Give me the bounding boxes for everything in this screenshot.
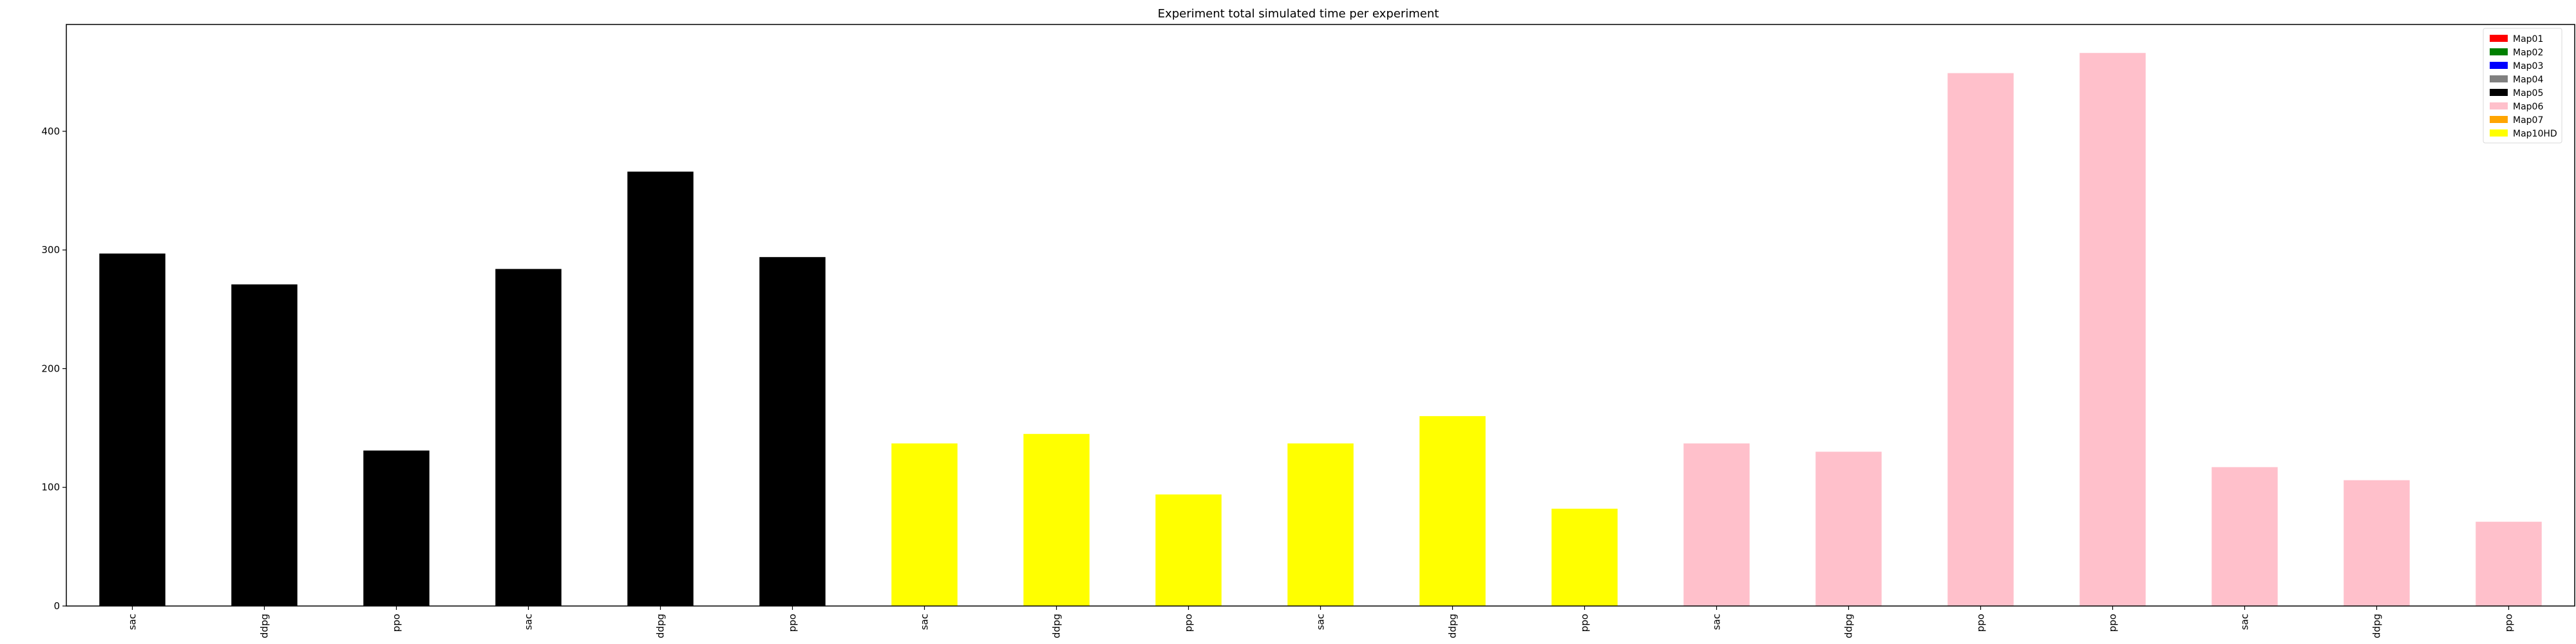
bar	[99, 253, 166, 607]
bar	[2079, 53, 2146, 606]
x-axis: sac ddpg ppo sac ddpg ppo sac ddpg ppo sac ddpg ppo…	[127, 606, 2515, 638]
x-tick-label: ddpg	[1843, 614, 1855, 638]
legend-swatch	[2490, 75, 2508, 82]
legend-swatch	[2490, 129, 2508, 137]
bar	[1683, 443, 1750, 606]
x-tick-label: sac	[1315, 614, 1327, 630]
legend-label: Map03	[2513, 61, 2543, 71]
chart-title: Experiment total simulated time per expe…	[1158, 7, 1439, 21]
legend-label: Map06	[2513, 102, 2543, 112]
bar	[627, 171, 694, 606]
x-tick-label: ppo	[1975, 614, 1987, 632]
bar	[1023, 433, 1090, 606]
x-tick-label: ppo	[391, 614, 402, 632]
x-tick-label: ppo	[787, 614, 799, 632]
bar	[495, 269, 562, 607]
bar	[2211, 467, 2278, 606]
legend: Map01 Map02 Map03 Map04 Map05 Map06 Map07 Map10…	[2483, 28, 2562, 144]
legend-swatch	[2490, 89, 2508, 96]
x-tick-label: ppo	[2503, 614, 2515, 632]
bar	[1947, 73, 2014, 607]
x-tick-label: sac	[1711, 614, 1723, 630]
bar	[1155, 494, 1222, 606]
x-tick-label: ddpg	[1051, 614, 1063, 638]
bar	[1551, 508, 1618, 606]
legend-swatch	[2490, 116, 2508, 123]
bar	[1287, 443, 1354, 606]
y-axis: 0 100 200 300 400	[41, 126, 66, 612]
legend-label: Map01	[2513, 34, 2543, 44]
bar	[363, 450, 430, 606]
legend-swatch	[2490, 62, 2508, 69]
x-tick-label: ddpg	[2371, 614, 2383, 638]
legend-label: Map04	[2513, 75, 2543, 85]
x-tick-label: sac	[127, 614, 138, 630]
legend-swatch	[2490, 48, 2508, 55]
legend-swatch	[2490, 35, 2508, 42]
x-tick-label: ppo	[2107, 614, 2119, 632]
x-tick-label: ddpg	[259, 614, 270, 638]
y-tick-label: 200	[41, 363, 60, 374]
y-tick-label: 300	[41, 244, 60, 256]
legend-box	[2483, 28, 2562, 144]
x-tick-label: ppo	[1183, 614, 1195, 632]
bar	[2476, 522, 2542, 606]
bar	[1419, 416, 1486, 606]
bar	[1815, 451, 1882, 606]
plot-frame	[66, 24, 2575, 607]
legend-label: Map02	[2513, 48, 2543, 58]
bar	[231, 284, 298, 606]
x-tick-label: ddpg	[655, 614, 667, 638]
legend-swatch	[2490, 102, 2508, 109]
y-tick-label: 0	[53, 600, 60, 612]
y-tick-label: 100	[41, 482, 60, 493]
x-tick-label: ddpg	[1447, 614, 1459, 638]
legend-label: Map05	[2513, 88, 2543, 99]
x-tick-label: sac	[919, 614, 931, 630]
bar	[2344, 480, 2410, 606]
legend-label: Map07	[2513, 115, 2543, 126]
x-tick-label: sac	[523, 614, 535, 630]
bar	[759, 257, 826, 606]
y-tick-label: 400	[41, 126, 60, 137]
x-tick-label: ppo	[1579, 614, 1591, 632]
x-tick-label: sac	[2239, 614, 2251, 630]
legend-label: Map10HD	[2513, 129, 2557, 139]
bar	[891, 443, 958, 606]
bars-group	[99, 53, 2542, 607]
